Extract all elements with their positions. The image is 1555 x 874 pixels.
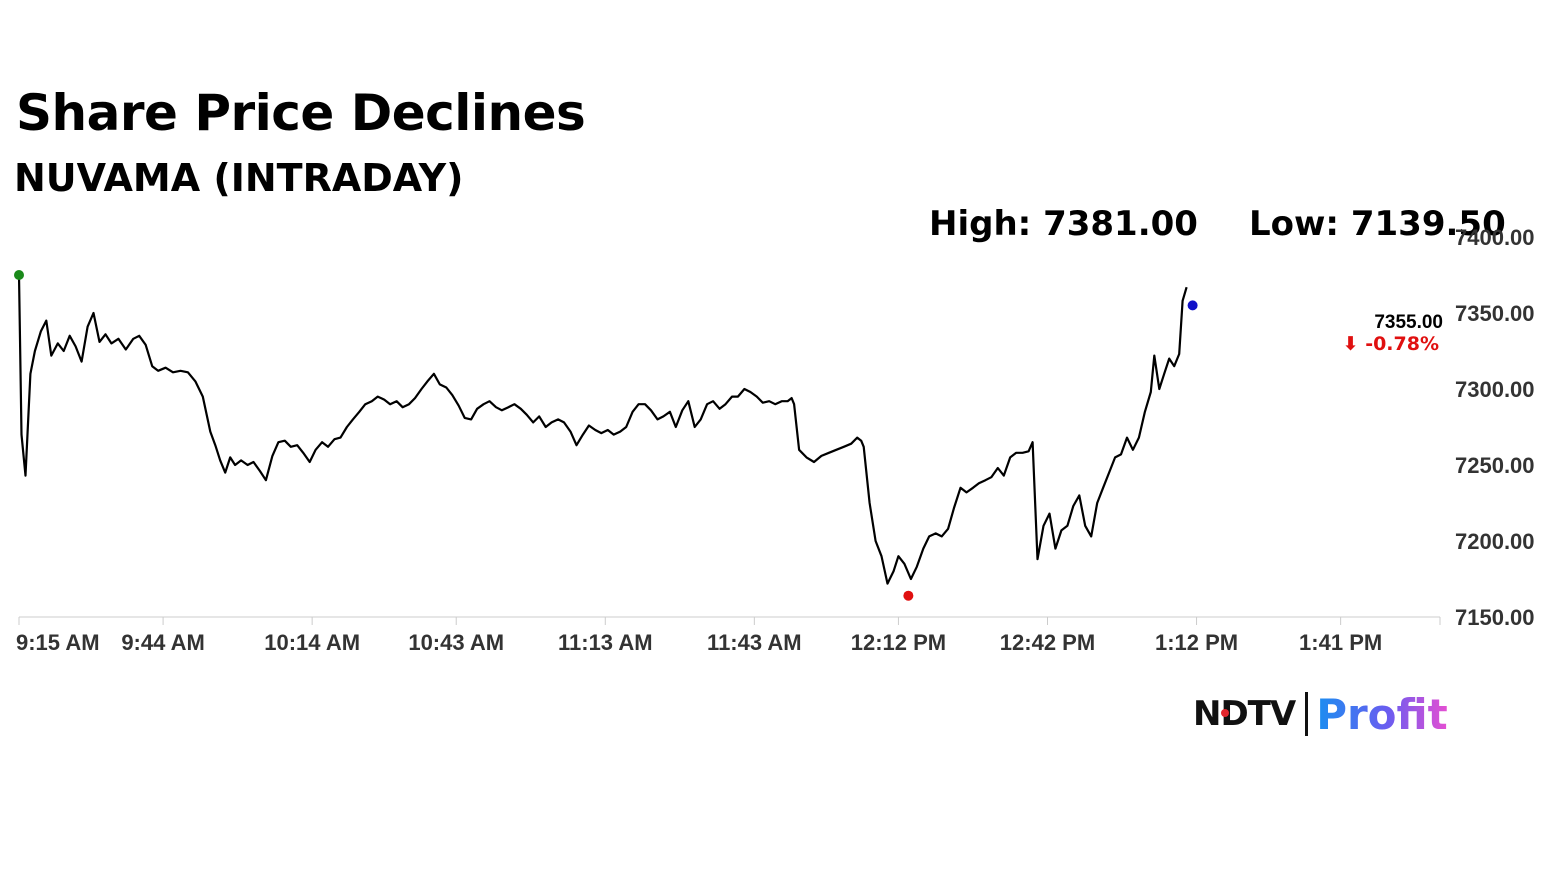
logo-red-dot <box>1221 709 1229 717</box>
x-tick-label: 10:14 AM <box>264 630 360 655</box>
logo-ndtv-text: NDTV <box>1193 694 1296 734</box>
y-tick-label: 7150.00 <box>1455 605 1535 630</box>
y-tick-label: 7300.00 <box>1455 377 1535 402</box>
x-tick-label: 10:43 AM <box>408 630 504 655</box>
x-tick-label: 12:42 PM <box>1000 630 1095 655</box>
high-point-marker <box>14 270 24 280</box>
x-tick-label: 9:44 AM <box>121 630 205 655</box>
logo-divider <box>1305 692 1309 736</box>
low-label: Low: 7139.50 <box>1249 204 1506 244</box>
x-tick-label: 12:12 PM <box>851 630 946 655</box>
y-tick-label: 7250.00 <box>1455 453 1535 478</box>
ndtv-profit-logo: NDTV Profit <box>1193 689 1448 739</box>
chart-title: Share Price Declines <box>16 84 586 142</box>
x-tick-label: 9:15 AM <box>16 630 100 655</box>
y-tick-label: 7200.00 <box>1455 529 1535 554</box>
logo-profit-text: Profit <box>1316 689 1448 739</box>
last-price-label: 7355.00 <box>1374 312 1443 333</box>
x-tick-label: 11:43 AM <box>707 630 802 655</box>
y-tick-label: 7350.00 <box>1455 301 1535 326</box>
chart-subtitle: NUVAMA (INTRADAY) <box>14 156 464 200</box>
last-point-marker <box>1187 300 1198 311</box>
y-tick-label: 7400.00 <box>1455 225 1535 250</box>
x-tick-label: 11:13 AM <box>558 630 653 655</box>
x-tick-label: 1:12 PM <box>1155 630 1238 655</box>
price-line <box>17 274 1188 585</box>
low-point-marker <box>903 590 914 601</box>
price-change-label: ⬇ -0.78% <box>1343 333 1439 355</box>
x-tick-label: 1:41 PM <box>1299 630 1382 655</box>
high-label: High: 7381.00 <box>929 204 1198 244</box>
